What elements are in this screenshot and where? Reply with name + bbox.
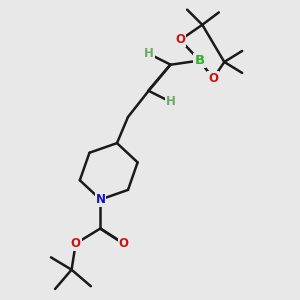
Text: O: O <box>175 33 185 46</box>
Text: O: O <box>119 237 129 250</box>
Text: O: O <box>71 237 81 250</box>
Text: B: B <box>194 54 205 67</box>
Text: O: O <box>208 72 218 85</box>
Text: H: H <box>144 47 154 60</box>
Text: H: H <box>166 95 176 108</box>
Text: N: N <box>95 193 106 206</box>
